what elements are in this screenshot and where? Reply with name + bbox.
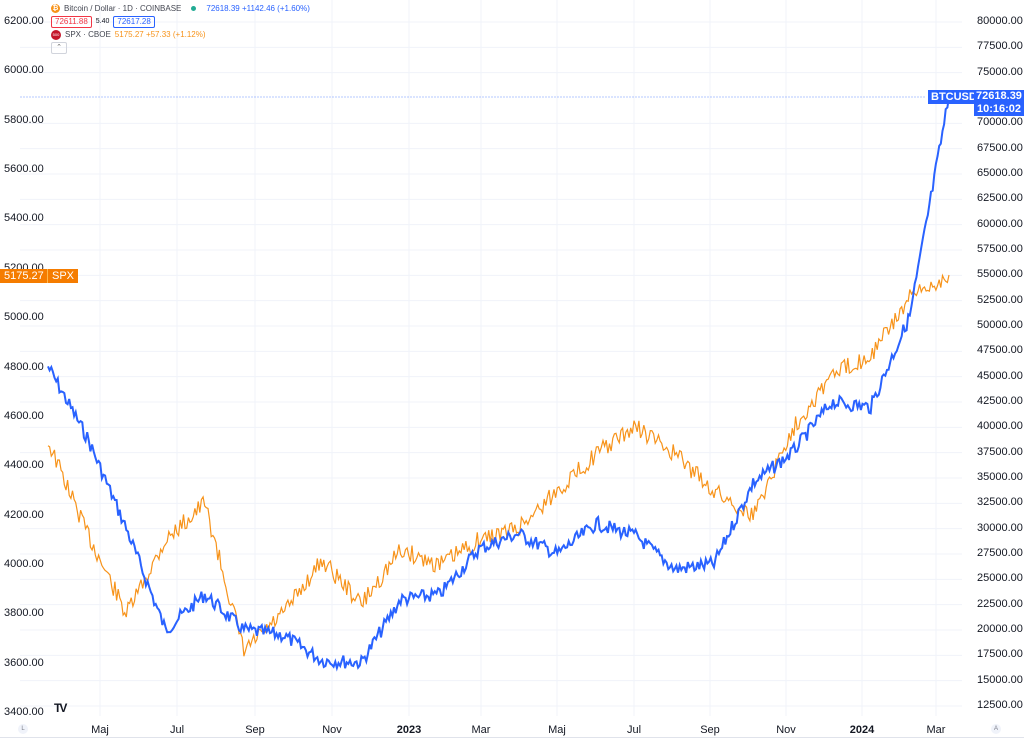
right-axis-tick: 30000.00 (977, 521, 1023, 534)
left-scale-mode-button[interactable]: L (18, 724, 28, 734)
left-axis-tick: 3400.00 (4, 706, 44, 718)
left-axis-tick: 5000.00 (4, 311, 44, 324)
right-axis-tick: 35000.00 (977, 471, 1023, 483)
btc-quote: 72618.39 +1142.46 (+1.60%) (206, 4, 310, 13)
right-axis-tick: 22500.00 (977, 597, 1023, 610)
chart-legend: ₿ Bitcoin / Dollar · 1D · COINBASE 72618… (51, 2, 310, 54)
right-axis-tick: 15000.00 (977, 673, 1023, 686)
right-axis-tick: 57500.00 (977, 243, 1023, 255)
spx-series-line (47, 273, 950, 657)
left-axis-tick: 6200.00 (4, 15, 44, 27)
tradingview-logo[interactable]: TV (54, 701, 67, 715)
time-axis-tick: Jul (169, 724, 185, 736)
right-axis-tick: 32500.00 (977, 496, 1023, 509)
spx-symbol-tag: SPX (47, 269, 79, 283)
bar-countdown: 10:16:02 (976, 103, 1022, 115)
btc-last-price: 72618.39 (976, 90, 1022, 102)
legend-row-btc[interactable]: ₿ Bitcoin / Dollar · 1D · COINBASE 72618… (51, 2, 310, 15)
right-axis-tick: 62500.00 (977, 192, 1023, 205)
bid-price[interactable]: 72611.88 (51, 15, 92, 28)
left-axis-tick: 4200.00 (4, 508, 44, 521)
collapse-legend-button[interactable]: ⌃ (51, 41, 67, 54)
btc-series-line (47, 96, 950, 672)
legend-row-bid-ask: 72611.88 5.40 72617.28 (51, 15, 310, 28)
legend-row-spx[interactable]: 500 SPX · CBOE 5175.27 +57.33 (+1.12%) (51, 28, 310, 41)
market-open-status-icon (191, 6, 197, 11)
right-axis-tick: 37500.00 (977, 445, 1023, 458)
right-axis-tick: 17500.00 (977, 648, 1023, 661)
time-axis-tick: Mar (471, 724, 491, 736)
spread-value: 5.40 (95, 18, 110, 25)
btc-price-tag: 72618.39 10:16:02 (974, 90, 1024, 116)
time-axis-tick: Mar (926, 724, 946, 736)
right-axis-tick: 52500.00 (977, 293, 1023, 306)
right-axis-tick: 70000.00 (977, 116, 1023, 129)
left-axis-tick: 4000.00 (4, 557, 44, 570)
time-axis-tick: Maj (548, 724, 566, 736)
spx-price-tag: 5175.27 (0, 269, 48, 283)
right-axis-tick: 50000.00 (977, 319, 1023, 331)
time-axis-tick: Maj (91, 724, 109, 736)
left-axis-tick: 4400.00 (4, 459, 44, 472)
right-axis-tick: 45000.00 (977, 369, 1023, 382)
time-axis-tick: Sep (245, 724, 265, 736)
left-axis-tick: 3600.00 (4, 656, 44, 669)
grid-lines (20, 0, 962, 716)
right-axis-tick: 60000.00 (977, 217, 1023, 230)
auto-scale-button[interactable]: A (991, 724, 1001, 734)
spx-icon: 500 (51, 29, 61, 40)
left-axis-tick: 6000.00 (4, 64, 44, 77)
time-axis-tick: Jul (626, 724, 642, 736)
bitcoin-icon: ₿ (51, 4, 60, 13)
btc-symbol-tag: BTCUSD (928, 90, 980, 104)
right-axis-tick: 77500.00 (977, 40, 1023, 53)
bottom-divider (0, 737, 1024, 738)
right-axis-tick: 47500.00 (977, 344, 1023, 357)
right-axis-tick: 75000.00 (977, 65, 1023, 78)
right-axis-tick: 55000.00 (977, 268, 1023, 281)
time-axis-tick: Sep (700, 724, 720, 736)
right-axis-tick: 20000.00 (977, 623, 1023, 635)
left-axis-tick: 4600.00 (4, 409, 44, 422)
left-axis-tick: 3800.00 (4, 607, 44, 620)
left-axis-tick: 5400.00 (4, 212, 44, 225)
spx-symbol-title: SPX · CBOE (65, 30, 111, 39)
time-axis-tick: 2024 (849, 724, 875, 736)
ask-price[interactable]: 72617.28 (113, 15, 155, 28)
left-axis-tick: 5800.00 (4, 113, 44, 126)
right-axis-tick: 40000.00 (977, 420, 1023, 433)
btc-symbol-title: Bitcoin / Dollar · 1D · COINBASE (64, 4, 182, 13)
time-axis-tick: 2023 (396, 724, 422, 736)
spx-quote: 5175.27 +57.33 (+1.12%) (114, 30, 206, 39)
time-axis-tick: Nov (322, 724, 342, 736)
right-axis-tick: 42500.00 (977, 395, 1023, 407)
time-axis-tick: Nov (776, 724, 796, 736)
right-axis-tick: 67500.00 (977, 141, 1023, 154)
right-axis-tick: 25000.00 (977, 572, 1023, 585)
left-axis-tick: 5600.00 (4, 163, 44, 176)
right-axis-tick: 27500.00 (977, 547, 1023, 559)
right-axis-tick: 65000.00 (977, 167, 1023, 179)
left-axis-tick: 4800.00 (4, 360, 44, 373)
right-axis-tick: 12500.00 (977, 699, 1023, 711)
right-axis-tick: 80000.00 (977, 15, 1023, 27)
